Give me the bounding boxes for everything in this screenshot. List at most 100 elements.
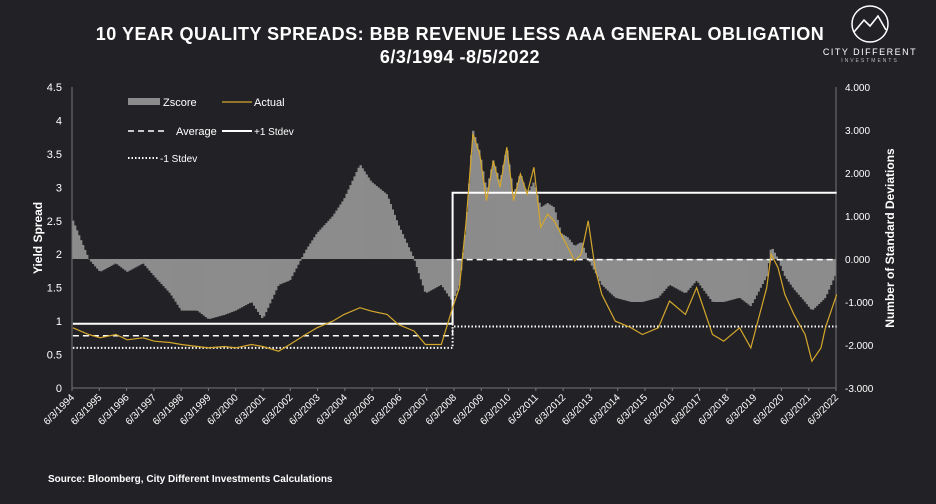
- zscore-bar: [466, 211, 469, 259]
- y2-axis-label: Number of Standard Deviations: [883, 148, 897, 328]
- zscore-bar: [138, 259, 141, 266]
- zscore-bar: [578, 242, 581, 259]
- zscore-bar: [715, 259, 718, 302]
- zscore-bar: [797, 259, 801, 295]
- zscore-bar: [787, 259, 791, 282]
- zscore-bars: [72, 130, 837, 319]
- zscore-bar: [267, 259, 270, 308]
- zscore-bar: [285, 259, 288, 282]
- zscore-bar: [413, 259, 417, 261]
- zscore-bar: [269, 259, 272, 304]
- zscore-bar: [681, 259, 684, 292]
- zscore-bar: [610, 259, 614, 295]
- y2-tick-labels: -3.000 -2.000 -1.000 0.000 1.000 2.000 3.000 4.…: [845, 83, 874, 395]
- zscore-bar: [110, 259, 113, 266]
- zscore-bar: [196, 259, 199, 311]
- zscore-bar: [554, 212, 557, 259]
- zscore-bar: [102, 259, 105, 271]
- zscore-bar: [821, 259, 825, 301]
- zscore-bar: [260, 259, 264, 319]
- zscore-bar: [530, 186, 533, 259]
- zscore-bar: [152, 259, 155, 276]
- y2-tick-label: 4.000: [845, 83, 870, 94]
- zscore-bar: [759, 259, 762, 288]
- zscore-bar: [439, 259, 443, 286]
- zscore-bar: [825, 259, 829, 295]
- zscore-bar: [624, 259, 628, 301]
- zscore-bar: [779, 259, 783, 266]
- zscore-bar: [220, 259, 224, 316]
- zscore-bar: [433, 259, 437, 289]
- zscore-bar: [258, 259, 262, 315]
- zscore-bar: [576, 244, 579, 259]
- zscore-bar: [548, 204, 551, 259]
- zscore-bar: [546, 203, 549, 259]
- zscore-bar: [373, 184, 376, 259]
- zscore-bar: [829, 259, 833, 286]
- zscore-bar: [76, 230, 79, 259]
- zscore-bar: [387, 198, 390, 259]
- zscore-bar: [508, 164, 511, 259]
- zscore-bar: [166, 259, 169, 291]
- y2-tick-label: -3.000: [845, 384, 874, 395]
- zscore-bar: [297, 259, 300, 265]
- zscore-bar: [454, 259, 457, 296]
- zscore-bar: [206, 259, 210, 319]
- legend-swatch-zscore: [128, 98, 160, 105]
- zscore-bar: [771, 248, 774, 259]
- zscore-bar: [584, 252, 587, 259]
- zscore-bar: [202, 259, 205, 316]
- zscore-bar: [190, 259, 193, 311]
- zscore-bar: [313, 237, 316, 259]
- zscore-bar: [216, 259, 220, 317]
- zscore-bar: [309, 243, 312, 259]
- zscore-bar: [136, 259, 139, 267]
- zscore-bar: [351, 180, 354, 259]
- zscore-bar: [279, 259, 282, 285]
- zscore-bar: [114, 259, 117, 264]
- y-tick-label: 1: [56, 316, 62, 328]
- zscore-bar: [194, 259, 197, 311]
- x-tick-label: 6/3/2022: [806, 392, 842, 428]
- zscore-bar: [423, 259, 427, 292]
- zscore-bar: [441, 259, 445, 288]
- zscore-bar: [353, 176, 356, 259]
- zscore-bar: [819, 259, 823, 303]
- zscore-bar: [80, 240, 83, 259]
- zscore-bar: [395, 220, 399, 259]
- zscore-bar: [277, 259, 280, 286]
- zscore-bar: [331, 216, 334, 259]
- zscore-bar: [238, 259, 242, 309]
- zscore-bar: [572, 244, 575, 259]
- zscore-bar: [78, 235, 81, 259]
- zscore-bar: [365, 174, 368, 259]
- zscore-bar: [72, 220, 75, 259]
- zscore-bar: [532, 182, 535, 259]
- zscore-bar: [823, 259, 827, 299]
- zscore-bar: [449, 259, 453, 300]
- zscore-bar: [226, 259, 230, 314]
- zscore-bar: [725, 259, 728, 302]
- zscore-bar: [480, 159, 483, 259]
- zscore-bar: [305, 249, 308, 259]
- x-tick-labels: 6/3/19946/3/19956/3/19966/3/19976/3/1998…: [42, 388, 842, 428]
- zscore-bar: [361, 168, 364, 259]
- y2-tick-label: -1.000: [845, 298, 874, 309]
- logo-name: CITY DIFFERENT: [822, 47, 918, 57]
- zscore-bar: [118, 259, 121, 266]
- zscore-bar: [208, 259, 212, 319]
- y-tick-label: 3.5: [47, 149, 62, 161]
- zscore-bar: [729, 259, 732, 301]
- zscore-bar: [409, 251, 413, 259]
- zscore-bar: [630, 259, 634, 302]
- zscore-bar: [636, 259, 640, 302]
- zscore-bar: [379, 189, 382, 259]
- zscore-bar: [116, 259, 119, 265]
- zscore-bar: [90, 259, 93, 262]
- zscore-bar: [210, 259, 214, 319]
- zscore-bar: [693, 259, 696, 284]
- zscore-bar: [311, 240, 314, 259]
- zscore-bar: [745, 259, 748, 303]
- zscore-bar: [486, 187, 489, 259]
- zscore-bar: [516, 182, 519, 259]
